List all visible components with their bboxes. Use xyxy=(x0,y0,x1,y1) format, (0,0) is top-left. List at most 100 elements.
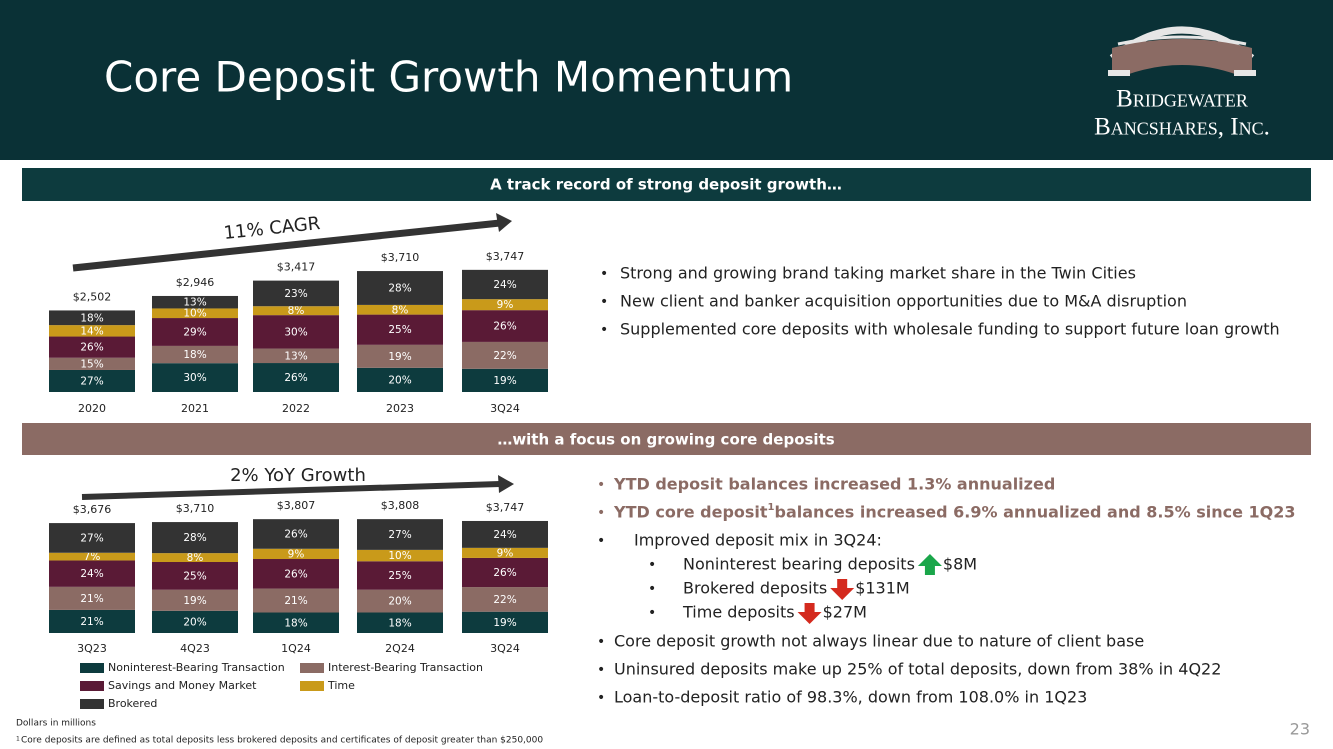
segment-label: 20% xyxy=(388,374,411,386)
segment-label: 8% xyxy=(392,304,409,316)
x-tick-label: 2021 xyxy=(181,402,209,415)
bar-segment xyxy=(462,299,548,311)
segment-label: 25% xyxy=(388,324,411,336)
bar-segment xyxy=(152,610,238,633)
segment-label: 26% xyxy=(80,342,103,354)
segment-label: 9% xyxy=(497,547,514,559)
bar-segment xyxy=(49,357,135,370)
banner-text: …with a focus on growing core deposits xyxy=(497,431,834,449)
bar-segment xyxy=(49,560,135,587)
bar-segment xyxy=(357,612,443,633)
growth-arrow xyxy=(72,213,514,500)
segment-label: 24% xyxy=(80,568,103,580)
segment-label: 21% xyxy=(80,616,103,628)
bullet-dot: • xyxy=(597,662,605,678)
segment-label: 27% xyxy=(80,375,103,387)
total-label: $3,676 xyxy=(73,503,112,516)
bar-segment xyxy=(253,612,339,633)
logo-text: Bridgewater xyxy=(1116,86,1248,113)
bar-segment xyxy=(152,345,238,364)
banner-text: A track record of strong deposit growth… xyxy=(490,176,842,194)
segment-label: 26% xyxy=(493,321,516,333)
segment-label: 26% xyxy=(284,372,307,384)
bar-segment xyxy=(462,587,548,612)
bullet-text: Supplemented core deposits with wholesal… xyxy=(620,320,1280,339)
bullet-text: YTD deposit balances increased 1.3% annu… xyxy=(613,475,1055,494)
bullet-text: Strong and growing brand taking market s… xyxy=(620,264,1136,283)
bar-segment xyxy=(253,306,339,316)
legend-label: Interest-Bearing Transaction xyxy=(328,661,483,674)
bar-segment xyxy=(462,557,548,588)
segment-label: 10% xyxy=(183,308,206,320)
segment-label: 18% xyxy=(388,617,411,629)
legend-swatch xyxy=(300,663,324,673)
bullet-text: Uninsured deposits make up 25% of total … xyxy=(614,660,1221,679)
chart-annotation: 2% YoY Growth xyxy=(230,465,366,486)
segment-label: 24% xyxy=(493,529,516,541)
bar-segment xyxy=(49,325,135,337)
bar-segment xyxy=(49,523,135,553)
segment-label: 26% xyxy=(284,528,307,540)
bullet-dot: • xyxy=(600,322,608,338)
bar-segment xyxy=(253,363,339,392)
page-number: 23 xyxy=(1290,720,1310,739)
segment-label: 10% xyxy=(388,550,411,562)
segment-label: 30% xyxy=(183,372,206,384)
footnote: Dollars in millions xyxy=(16,719,96,729)
legend-swatch xyxy=(80,699,104,709)
segment-label: 21% xyxy=(284,595,307,607)
bullet-text: Loan-to-deposit ratio of 98.3%, down fro… xyxy=(614,688,1087,707)
bar-segment xyxy=(462,520,548,548)
total-label: $2,502 xyxy=(73,290,112,303)
segment-label: 30% xyxy=(284,326,307,338)
bullet-text: $8M xyxy=(943,555,977,574)
x-tick-label: 2Q24 xyxy=(385,642,415,655)
bullet-dot: • xyxy=(597,505,605,521)
bullet-text: Noninterest bearing deposits xyxy=(683,555,915,574)
segment-label: 8% xyxy=(288,305,305,317)
bar-segment xyxy=(253,588,339,613)
bar-segment xyxy=(357,367,443,392)
bullet-dot: • xyxy=(597,690,605,706)
segment-label: 20% xyxy=(183,616,206,628)
bar-segment xyxy=(152,553,238,563)
segment-label: 9% xyxy=(288,548,305,560)
bar-segment xyxy=(253,280,339,307)
bullet-dot: • xyxy=(600,294,608,310)
segment-label: 19% xyxy=(183,595,206,607)
bar-segment xyxy=(462,341,548,369)
bar-segment xyxy=(357,589,443,613)
bar-segment xyxy=(49,586,135,610)
bar-segment xyxy=(357,314,443,345)
segment-label: 21% xyxy=(80,593,103,605)
bullet-text: $131M xyxy=(855,579,910,598)
footnote: Core deposits are defined as total depos… xyxy=(21,736,543,746)
segment-label: 18% xyxy=(80,312,103,324)
segment-label: 18% xyxy=(183,349,206,361)
bar-segment xyxy=(462,611,548,633)
total-label: $3,710 xyxy=(381,251,420,264)
chart-annotation: 11% CAGR xyxy=(223,213,321,244)
total-label: $3,808 xyxy=(381,499,420,512)
bar-segment xyxy=(253,348,339,364)
bar-segment xyxy=(152,318,238,346)
segment-label: 27% xyxy=(80,532,103,544)
x-tick-label: 2023 xyxy=(386,402,414,415)
segment-label: 18% xyxy=(284,617,307,629)
bar-segment xyxy=(152,562,238,590)
bullet-text: Time deposits xyxy=(682,603,795,622)
bar-segment xyxy=(357,519,443,550)
x-tick-label: 2020 xyxy=(78,402,106,415)
segment-label: 22% xyxy=(493,594,516,606)
x-tick-label: 2022 xyxy=(282,402,310,415)
x-tick-label: 3Q24 xyxy=(490,402,520,415)
bar-segment xyxy=(462,269,548,300)
bullet-text: YTD core deposit xyxy=(613,503,768,522)
bar-segment xyxy=(357,561,443,590)
total-label: $3,807 xyxy=(277,499,316,512)
segment-label: 9% xyxy=(497,299,514,311)
bar-segment xyxy=(253,519,339,549)
segment-label: 13% xyxy=(284,350,307,362)
bullet-dot: • xyxy=(648,605,656,621)
